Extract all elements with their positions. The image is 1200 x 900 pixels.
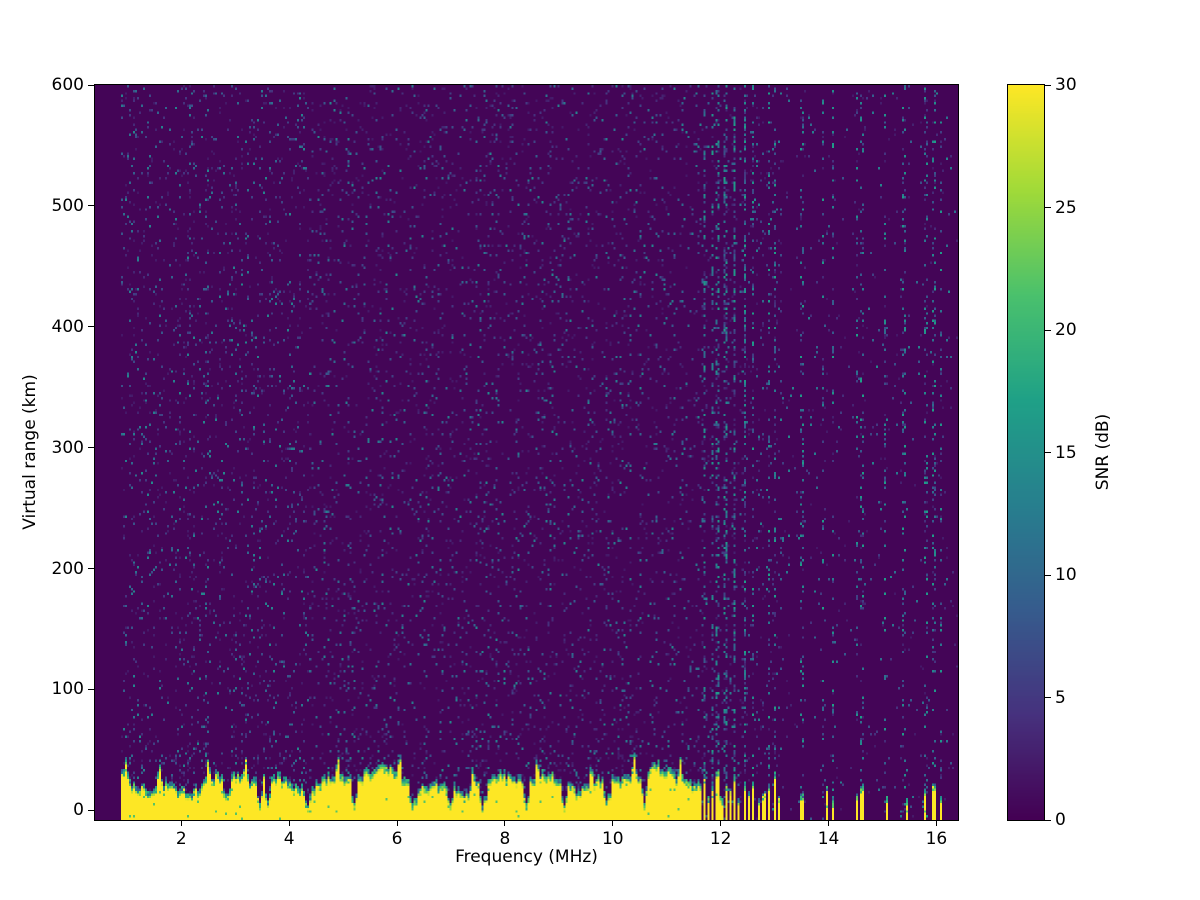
y-tick-label: 0 (73, 800, 84, 821)
colorbar-tick-label: 10 (1055, 565, 1077, 585)
x-tick (396, 820, 398, 826)
colorbar-tick (1045, 329, 1051, 331)
colorbar-tick (1045, 574, 1051, 576)
x-axis-label: Frequency (MHz) (455, 847, 598, 867)
colorbar-tick (1045, 819, 1051, 821)
axes-frame (94, 84, 959, 821)
y-tick (88, 205, 94, 207)
y-tick (88, 809, 94, 811)
x-tick-label: 4 (283, 829, 295, 849)
x-tick-label: 12 (709, 829, 732, 849)
y-tick (88, 688, 94, 690)
x-tick (288, 820, 290, 826)
y-tick-label: 200 (51, 558, 84, 579)
colorbar-tick-label: 15 (1055, 442, 1077, 463)
x-tick-label: 6 (391, 829, 403, 849)
colorbar-gradient (1008, 85, 1044, 820)
x-tick (180, 820, 182, 826)
x-tick-label: 10 (601, 829, 624, 849)
x-tick (828, 820, 830, 826)
colorbar-tick-label: 20 (1055, 320, 1077, 340)
colorbar-label: SNR (dB) (1093, 413, 1113, 491)
x-tick-label: 8 (499, 829, 511, 849)
y-tick (88, 84, 94, 86)
x-tick-label: 2 (175, 829, 187, 849)
x-tick (935, 820, 937, 826)
colorbar-tick (1045, 697, 1051, 698)
colorbar-tick-label: 25 (1055, 197, 1077, 218)
y-tick-label: 500 (51, 195, 84, 216)
ionogram-heatmap (95, 85, 958, 820)
y-tick-label: 600 (51, 75, 84, 95)
colorbar-tick-label: 0 (1055, 810, 1066, 830)
colorbar-tick (1045, 452, 1051, 453)
y-tick-label: 400 (51, 316, 84, 337)
y-tick (88, 447, 94, 449)
colorbar-tick-label: 5 (1055, 687, 1066, 708)
x-tick (720, 820, 722, 826)
y-tick-label: 300 (51, 437, 84, 458)
colorbar-tick (1045, 207, 1051, 208)
y-tick (88, 326, 94, 328)
x-tick-label: 16 (925, 829, 948, 849)
y-tick-label: 100 (51, 679, 84, 700)
y-tick (88, 568, 94, 570)
x-tick (612, 820, 614, 826)
x-tick (504, 820, 506, 826)
colorbar-tick (1045, 84, 1051, 86)
colorbar-frame (1007, 84, 1045, 821)
colorbar-tick-label: 30 (1055, 75, 1077, 95)
x-tick-label: 14 (817, 829, 840, 849)
